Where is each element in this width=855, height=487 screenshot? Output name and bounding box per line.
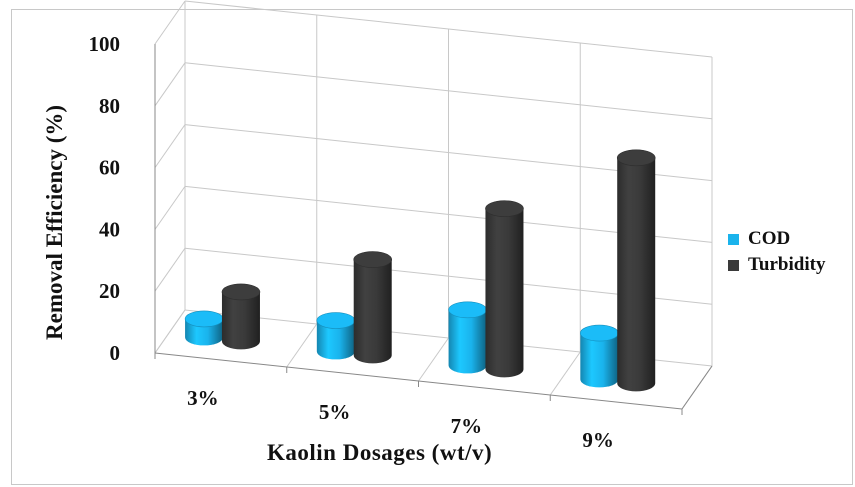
y-tick-label: 100 [89,32,121,56]
x-tick-label: 9% [582,428,614,452]
bar-cod-9pct [580,333,619,388]
side-gridline [154,186,186,230]
y-axis-title: Removal Efficiency (%) [42,104,67,340]
bar-top-turbidity-3pct [221,283,261,301]
bar-cod-7pct [448,309,487,374]
floor-gridline [154,309,186,354]
x-tick-label: 3% [187,386,219,410]
legend: COD Turbidity [722,226,854,282]
floor-gridline [549,351,581,396]
y-tick-label: 0 [110,341,121,365]
legend-label-cod: COD [748,228,791,249]
legend-item-turbidity: Turbidity [722,252,854,278]
y-tick-label: 60 [99,156,120,180]
bar-top-cod-9pct [580,324,619,342]
bar-top-turbidity-7pct [485,200,524,217]
floor-gridline [286,323,318,368]
bar-turbidity-9pct [617,157,656,392]
x-tick-label: 7% [451,414,483,438]
bar-top-turbidity-9pct [616,149,656,167]
legend-swatch-cod [728,233,739,245]
x-axis-title: Kaolin Dosages (wt/v) [267,440,493,465]
bar-top-cod-3pct [184,310,224,328]
side-gridline [154,124,186,168]
bar-top-turbidity-5pct [353,251,393,268]
bar-turbidity-5pct [353,259,392,364]
bar-cod-5pct [316,320,355,360]
chart-frame [11,9,853,485]
side-gridline [154,0,186,45]
legend-label-turbidity: Turbidity [748,254,826,275]
side-gridline [154,247,186,292]
bar-top-cod-7pct [448,301,487,319]
bar-turbidity-3pct [221,291,260,350]
y-tick-label: 40 [99,217,120,241]
y-tick-label: 80 [99,94,120,118]
legend-item-cod: COD [722,226,854,252]
bar-turbidity-7pct [485,208,524,378]
x-tick-label: 5% [319,400,351,424]
bar-top-cod-5pct [316,312,356,329]
legend-swatch-turbidity [728,259,739,271]
y-tick-label: 20 [99,279,120,303]
floor-edge-right [681,365,713,410]
floor-gridline [418,337,449,382]
side-gridline [154,62,186,107]
